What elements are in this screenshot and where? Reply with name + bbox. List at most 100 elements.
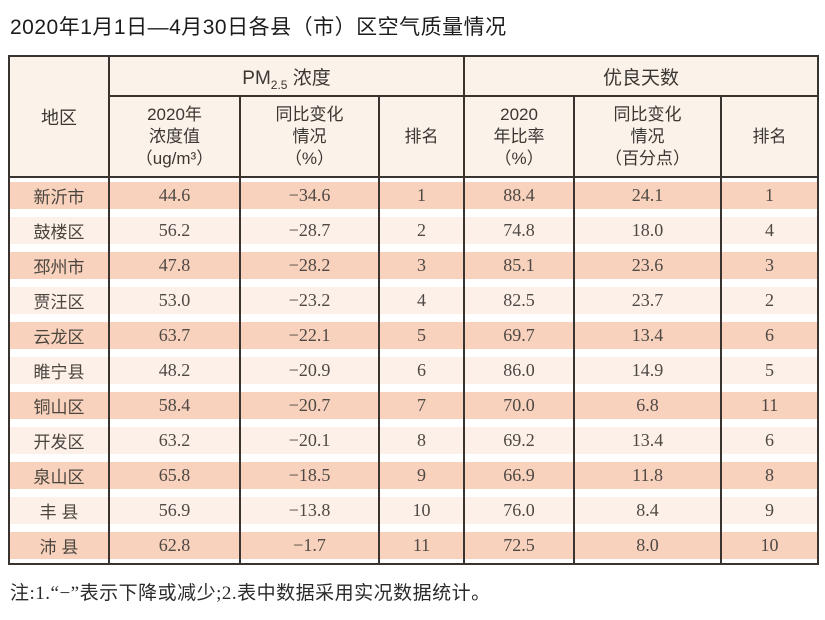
cell-good-days-rank: 8 [720, 458, 820, 494]
cell-pm-rank: 7 [377, 388, 466, 424]
cell-good-days-rate: 66.9 [463, 458, 576, 494]
cell-pm-rank: 3 [377, 248, 466, 284]
cell-pm-change: −20.7 [239, 388, 380, 424]
cell-region: 睢宁县 [8, 353, 110, 389]
table-row: 开发区 63.2 −20.1 8 69.2 13.4 6 [8, 423, 820, 459]
header-pm-rank: 排名 [377, 96, 466, 179]
cell-good-days-rate: 85.1 [463, 248, 576, 284]
table-row: 邳州市 47.8 −28.2 3 85.1 23.6 3 [8, 248, 820, 284]
table-row: 睢宁县 48.2 −20.9 6 86.0 14.9 5 [8, 353, 820, 389]
cell-pm-concentration: 63.2 [108, 423, 241, 459]
table-row: 云龙区 63.7 −22.1 5 69.7 13.4 6 [8, 318, 820, 354]
cell-pm-concentration: 65.8 [108, 458, 241, 494]
cell-pm-change: −28.2 [239, 248, 380, 284]
table-row: 丰 县 56.9 −13.8 10 76.0 8.4 9 [8, 493, 820, 529]
cell-pm-concentration: 56.2 [108, 213, 241, 249]
cell-good-days-rank: 2 [720, 283, 820, 319]
cell-region: 贾汪区 [8, 283, 110, 319]
footnote: 注:1.“−”表示下降或减少;2.表中数据采用实况数据统计。 [10, 583, 491, 605]
table-row: 贾汪区 53.0 −23.2 4 82.5 23.7 2 [8, 283, 820, 319]
cell-good-days-rank: 11 [720, 388, 820, 424]
cell-region: 铜山区 [8, 388, 110, 424]
header-region: 地区 [8, 56, 110, 179]
pm25-label: PM2.5 浓度 [242, 67, 331, 92]
cell-region: 鼓楼区 [8, 213, 110, 249]
cell-pm-rank: 2 [377, 213, 466, 249]
cell-good-days-rate: 86.0 [463, 353, 576, 389]
cell-pm-rank: 9 [377, 458, 466, 494]
cell-pm-concentration: 56.9 [108, 493, 241, 529]
cell-pm-change: −23.2 [239, 283, 380, 319]
cell-region: 丰 县 [8, 493, 110, 529]
cell-pm-concentration: 47.8 [108, 248, 241, 284]
table-body: 新沂市 44.6 −34.6 1 88.4 24.1 1 鼓楼区 56.2 −2… [8, 177, 820, 565]
cell-good-days-change: 8.0 [573, 528, 723, 565]
cell-region: 沛 县 [8, 528, 110, 565]
cell-pm-concentration: 53.0 [108, 283, 241, 319]
cell-good-days-rank: 5 [720, 353, 820, 389]
cell-pm-change: −18.5 [239, 458, 380, 494]
table-row: 鼓楼区 56.2 −28.7 2 74.8 18.0 4 [8, 213, 820, 249]
cell-pm-change: −22.1 [239, 318, 380, 354]
header-good-rank: 排名 [720, 96, 820, 179]
cell-region: 新沂市 [8, 177, 110, 214]
cell-region: 邳州市 [8, 248, 110, 284]
cell-pm-concentration: 48.2 [108, 353, 241, 389]
cell-good-days-change: 13.4 [573, 318, 723, 354]
cell-good-days-rate: 74.8 [463, 213, 576, 249]
cell-pm-rank: 1 [377, 177, 466, 214]
header-group-row: 地区 PM2.5 浓度 优良天数 [8, 56, 820, 179]
cell-pm-change: −34.6 [239, 177, 380, 214]
table-row: 沛 县 62.8 −1.7 11 72.5 8.0 10 [8, 528, 820, 565]
cell-good-days-change: 23.6 [573, 248, 723, 284]
cell-pm-rank: 8 [377, 423, 466, 459]
cell-pm-change: −28.7 [239, 213, 380, 249]
cell-good-days-change: 24.1 [573, 177, 723, 214]
cell-pm-rank: 10 [377, 493, 466, 529]
table-row: 铜山区 58.4 −20.7 7 70.0 6.8 11 [8, 388, 820, 424]
cell-good-days-change: 11.8 [573, 458, 723, 494]
cell-good-days-rank: 6 [720, 423, 820, 459]
cell-good-days-change: 8.4 [573, 493, 723, 529]
table-row: 新沂市 44.6 −34.6 1 88.4 24.1 1 [8, 177, 820, 214]
page-title: 2020年1月1日—4月30日各县（市）区空气质量情况 [10, 16, 507, 39]
cell-pm-change: −13.8 [239, 493, 380, 529]
table-row: 泉山区 65.8 −18.5 9 66.9 11.8 8 [8, 458, 820, 494]
cell-good-days-rate: 82.5 [463, 283, 576, 319]
cell-good-days-rate: 76.0 [463, 493, 576, 529]
cell-region: 云龙区 [8, 318, 110, 354]
cell-good-days-rate: 69.7 [463, 318, 576, 354]
cell-pm-concentration: 63.7 [108, 318, 241, 354]
cell-good-days-change: 14.9 [573, 353, 723, 389]
header-pm-value: 2020年 浓度值 （ug/m³） [108, 96, 241, 179]
table-header: 地区 PM2.5 浓度 优良天数 2020年 浓度值 （ug/m³） 同比变化 … [8, 56, 820, 179]
cell-good-days-rank: 6 [720, 318, 820, 354]
header-sub-row: 2020年 浓度值 （ug/m³） 同比变化 情况 （%） 排名 2020 年比… [9, 96, 820, 179]
cell-good-days-change: 6.8 [573, 388, 723, 424]
header-pm-change: 同比变化 情况 （%） [239, 96, 380, 179]
cell-good-days-rank: 3 [720, 248, 820, 284]
cell-region: 泉山区 [8, 458, 110, 494]
cell-good-days-rate: 70.0 [463, 388, 576, 424]
cell-pm-change: −1.7 [239, 528, 380, 565]
cell-good-days-rank: 9 [720, 493, 820, 529]
cell-good-days-rate: 72.5 [463, 528, 576, 565]
cell-good-days-change: 13.4 [573, 423, 723, 459]
cell-pm-change: −20.1 [239, 423, 380, 459]
air-quality-table: 地区 PM2.5 浓度 优良天数 2020年 浓度值 （ug/m³） 同比变化 … [8, 55, 820, 566]
cell-good-days-rate: 69.2 [463, 423, 576, 459]
header-group-pm25: PM2.5 浓度 [107, 56, 466, 98]
cell-pm-rank: 4 [377, 283, 466, 319]
cell-pm-rank: 11 [377, 528, 466, 565]
cell-pm-change: −20.9 [239, 353, 380, 389]
cell-good-days-rank: 10 [720, 528, 820, 565]
cell-pm-rank: 5 [377, 318, 466, 354]
cell-pm-rank: 6 [377, 353, 466, 389]
cell-pm-concentration: 44.6 [108, 177, 241, 214]
cell-pm-concentration: 62.8 [108, 528, 241, 565]
cell-pm-concentration: 58.4 [108, 388, 241, 424]
header-group-good-days: 优良天数 [463, 56, 820, 98]
header-good-rate: 2020 年比率 （%） [463, 96, 576, 179]
cell-region: 开发区 [8, 423, 110, 459]
